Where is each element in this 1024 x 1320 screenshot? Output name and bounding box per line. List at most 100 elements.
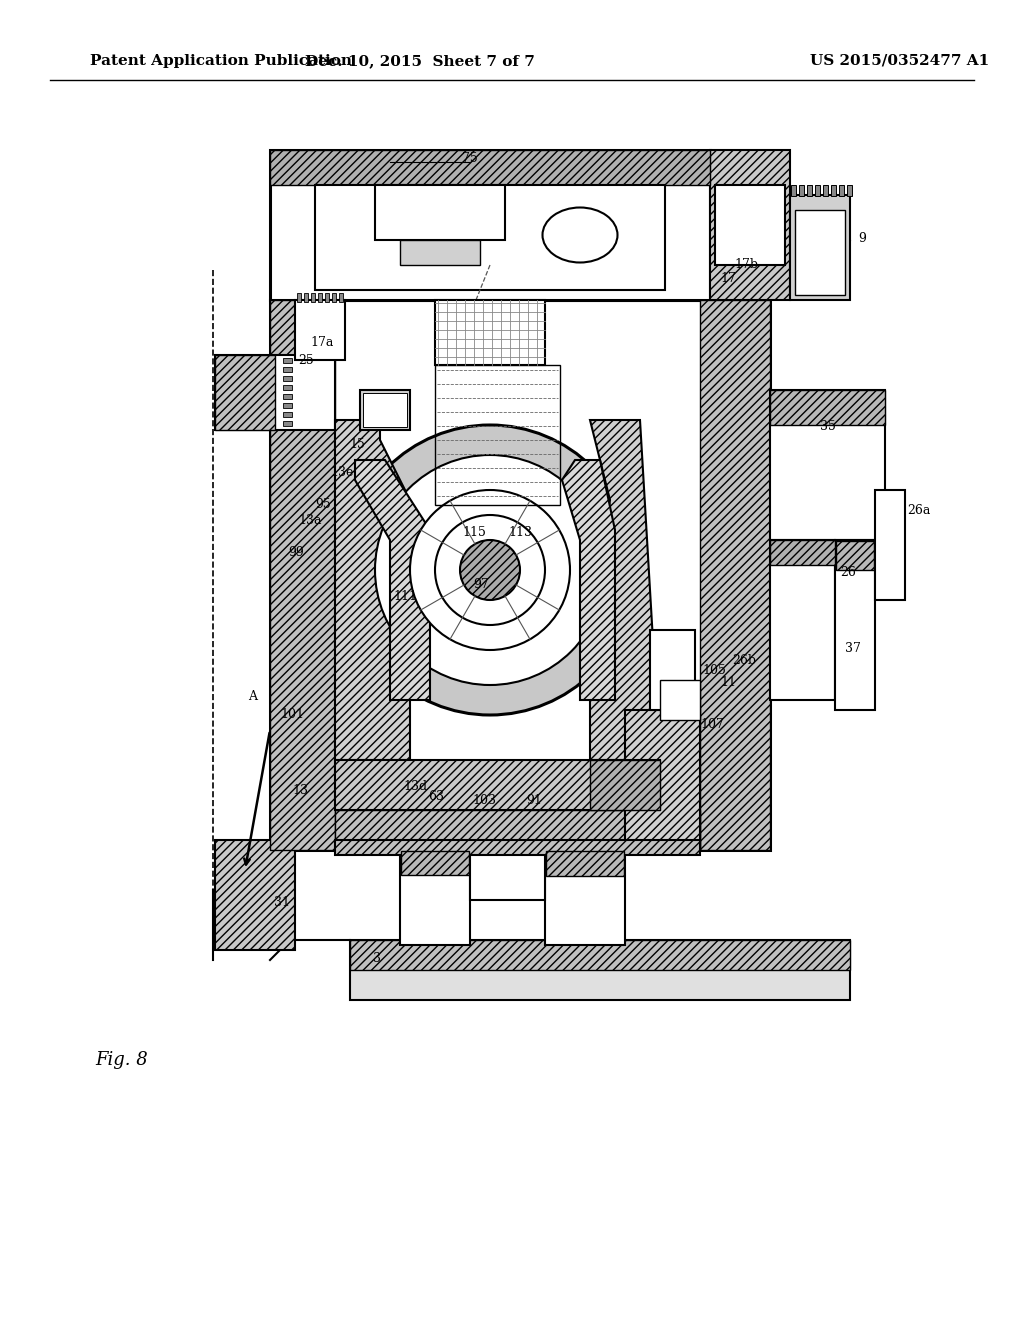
Text: 13a: 13a — [298, 513, 322, 527]
Polygon shape — [710, 150, 790, 300]
Polygon shape — [545, 850, 625, 945]
Polygon shape — [304, 293, 308, 302]
Polygon shape — [799, 185, 804, 195]
Polygon shape — [836, 541, 874, 570]
Polygon shape — [283, 358, 292, 363]
Polygon shape — [335, 810, 700, 850]
Text: 17a: 17a — [310, 335, 334, 348]
Polygon shape — [350, 940, 850, 970]
Text: A: A — [248, 689, 257, 702]
Polygon shape — [400, 850, 470, 945]
Text: 35: 35 — [820, 420, 836, 433]
Text: 97: 97 — [473, 578, 488, 591]
Polygon shape — [283, 376, 292, 381]
Text: 103: 103 — [472, 793, 496, 807]
Text: 105: 105 — [702, 664, 726, 676]
Text: 26: 26 — [840, 565, 856, 578]
Text: 13: 13 — [292, 784, 308, 796]
Polygon shape — [835, 540, 874, 710]
Text: US 2015/0352477 A1: US 2015/0352477 A1 — [810, 54, 989, 69]
Polygon shape — [770, 540, 835, 565]
Polygon shape — [270, 150, 710, 185]
Polygon shape — [625, 710, 700, 850]
Polygon shape — [790, 195, 850, 300]
Text: 115: 115 — [462, 525, 485, 539]
Text: 101: 101 — [280, 709, 304, 722]
Polygon shape — [339, 293, 343, 302]
Text: 99: 99 — [288, 546, 304, 560]
Polygon shape — [215, 840, 295, 950]
Ellipse shape — [543, 207, 617, 263]
Polygon shape — [770, 540, 835, 700]
Text: 107: 107 — [700, 718, 724, 731]
Text: 111: 111 — [393, 590, 417, 602]
Text: 9: 9 — [858, 231, 866, 244]
Circle shape — [375, 455, 605, 685]
Polygon shape — [839, 185, 844, 195]
Polygon shape — [335, 760, 660, 810]
Polygon shape — [325, 293, 329, 302]
Text: 17: 17 — [720, 272, 736, 285]
Polygon shape — [590, 760, 660, 810]
Polygon shape — [362, 393, 407, 426]
Circle shape — [435, 515, 545, 624]
Polygon shape — [401, 851, 469, 875]
Circle shape — [345, 425, 635, 715]
Polygon shape — [562, 459, 615, 700]
Polygon shape — [650, 630, 695, 710]
Polygon shape — [435, 300, 545, 366]
Text: 75: 75 — [462, 152, 478, 165]
Polygon shape — [283, 393, 292, 399]
Polygon shape — [335, 840, 700, 855]
Text: Dec. 10, 2015  Sheet 7 of 7: Dec. 10, 2015 Sheet 7 of 7 — [305, 54, 535, 69]
Polygon shape — [360, 389, 410, 430]
Polygon shape — [770, 389, 885, 540]
Polygon shape — [335, 420, 410, 760]
Polygon shape — [297, 293, 301, 302]
Text: 13e: 13e — [330, 466, 353, 479]
Text: 11: 11 — [720, 676, 736, 689]
Bar — [435, 366, 560, 506]
Polygon shape — [847, 185, 852, 195]
Polygon shape — [823, 185, 828, 195]
Text: 3: 3 — [373, 952, 381, 965]
Circle shape — [460, 540, 520, 601]
Polygon shape — [795, 210, 845, 294]
Text: Patent Application Publication: Patent Application Publication — [90, 54, 352, 69]
Polygon shape — [270, 300, 770, 850]
Polygon shape — [215, 355, 335, 430]
Polygon shape — [318, 293, 322, 302]
Polygon shape — [807, 185, 812, 195]
Polygon shape — [355, 459, 430, 700]
Polygon shape — [332, 293, 336, 302]
Text: 17b: 17b — [734, 259, 758, 272]
Text: 13d: 13d — [403, 780, 427, 793]
Polygon shape — [590, 420, 660, 760]
Polygon shape — [311, 293, 315, 302]
Text: 95: 95 — [315, 499, 331, 511]
Polygon shape — [283, 367, 292, 372]
Polygon shape — [791, 185, 796, 195]
Polygon shape — [215, 355, 275, 430]
Polygon shape — [400, 240, 480, 265]
Text: 37: 37 — [845, 642, 861, 655]
Polygon shape — [700, 300, 770, 850]
Polygon shape — [815, 185, 820, 195]
Polygon shape — [270, 150, 710, 300]
Text: 26b: 26b — [732, 653, 756, 667]
Polygon shape — [295, 300, 345, 360]
Polygon shape — [660, 680, 700, 719]
Polygon shape — [350, 940, 850, 1001]
Polygon shape — [874, 490, 905, 601]
Text: Fig. 8: Fig. 8 — [95, 1051, 147, 1069]
Polygon shape — [283, 412, 292, 417]
Polygon shape — [283, 385, 292, 389]
Text: 63: 63 — [428, 789, 444, 803]
Text: 25: 25 — [298, 354, 313, 367]
Polygon shape — [715, 185, 785, 265]
Polygon shape — [546, 851, 624, 876]
Text: 15: 15 — [349, 438, 365, 451]
Polygon shape — [270, 300, 335, 850]
Polygon shape — [470, 850, 545, 900]
Polygon shape — [375, 185, 505, 240]
